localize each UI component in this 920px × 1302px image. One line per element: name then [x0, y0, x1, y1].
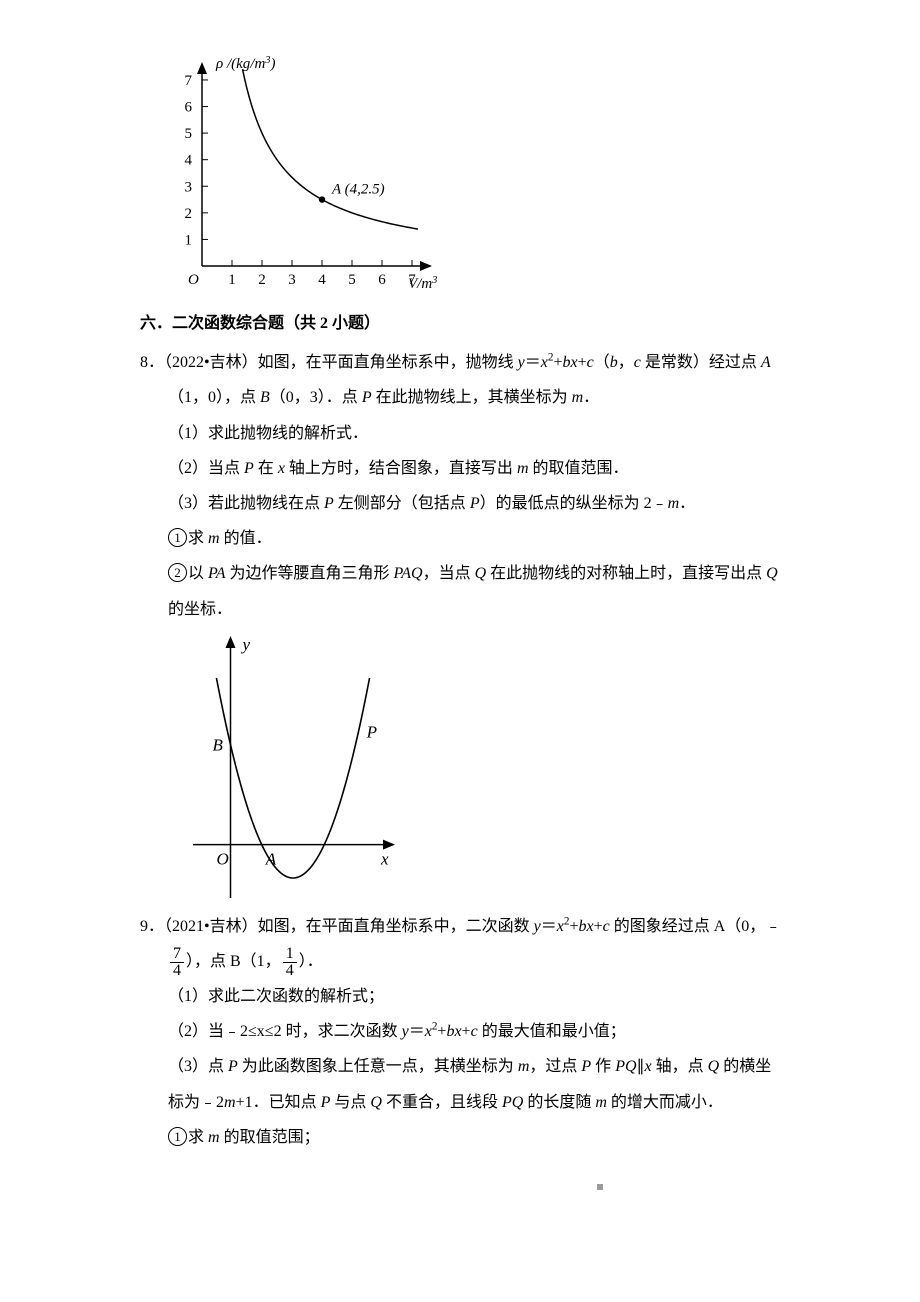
problem-9-c1: 1求 m 的取值范围； [168, 1120, 920, 1155]
svg-text:y: y [241, 635, 251, 654]
svg-text:7: 7 [185, 73, 193, 89]
problem-9-q3a: （3）点 P 为此函数图象上任意一点，其横坐标为 m，过点 P 作 PQ∥x 轴… [168, 1049, 920, 1084]
fraction-7-4: 74 [170, 946, 184, 979]
problem-8-c2a: 2以 PA 为边作等腰直角三角形 PAQ，当点 Q 在此抛物线的对称轴上时，直接… [168, 556, 920, 591]
svg-text:1: 1 [228, 272, 236, 288]
svg-text:4: 4 [185, 153, 193, 169]
svg-text:3: 3 [185, 179, 193, 195]
eq: y [518, 354, 525, 371]
problem-8-c2b: 的坐标． [168, 592, 920, 627]
svg-text:2: 2 [258, 272, 266, 288]
problem-9-line1: 9．（2021•吉林）如图，在平面直角坐标系中，二次函数 y＝x2+bx+c 的… [140, 909, 920, 944]
problem-9: 9．（2021•吉林）如图，在平面直角坐标系中，二次函数 y＝x2+bx+c 的… [140, 909, 920, 1155]
problem-8-number: 8． [140, 354, 164, 371]
circled-1-icon-b: 1 [168, 1127, 187, 1146]
problem-8-line1: 8．（2022•吉林）如图，在平面直角坐标系中，抛物线 y＝x2+bx+c（b，… [140, 345, 920, 380]
section-6-heading: 六．二次函数综合题（共 2 小题） [140, 306, 920, 341]
circled-1-icon: 1 [168, 528, 187, 547]
svg-text:P: P [366, 722, 377, 741]
problem-8-q2: （2）当点 P 在 x 轴上方时，结合图象，直接写出 m 的取值范围． [168, 451, 920, 486]
svg-text:A: A [265, 849, 277, 868]
chart2-svg: y x O A B P [188, 633, 398, 903]
circled-2-icon: 2 [168, 563, 187, 582]
svg-text:6: 6 [378, 272, 386, 288]
problem-9-source: （2021•吉林） [164, 918, 258, 935]
svg-text:V/m3: V/m3 [408, 275, 437, 293]
svg-text:1: 1 [185, 232, 193, 248]
svg-text:2: 2 [185, 206, 193, 222]
problem-9-line2: 74），点 B（1，14）． [168, 944, 920, 979]
problem-8-c1: 1求 m 的值． [168, 521, 920, 556]
svg-text:A (4,2.5): A (4,2.5) [331, 182, 385, 198]
svg-text:ρ /(kg/m3): ρ /(kg/m3) [215, 55, 276, 73]
problem-8-source: （2022•吉林） [164, 354, 258, 371]
problem-8: 8．（2022•吉林）如图，在平面直角坐标系中，抛物线 y＝x2+bx+c（b，… [140, 345, 920, 903]
svg-text:5: 5 [185, 126, 193, 142]
fraction-1-4: 14 [283, 946, 297, 979]
svg-text:O: O [188, 272, 199, 288]
parabola-chart: y x O A B P [188, 633, 920, 903]
svg-text:5: 5 [348, 272, 356, 288]
svg-text:B: B [213, 735, 224, 754]
problem-9-q3b: 标为﹣2m+1．已知点 P 与点 Q 不重合，且线段 PQ 的长度随 m 的增大… [168, 1085, 920, 1120]
problem-8-q3: （3）若此抛物线在点 P 左侧部分（包括点 P）的最低点的纵坐标为 2﹣m． [168, 486, 920, 521]
svg-text:x: x [380, 849, 389, 868]
chart1-svg: 12345671234567ρ /(kg/m3)V/m3OA (4,2.5) [160, 46, 450, 296]
marker-icon [597, 1184, 603, 1190]
density-volume-chart: 12345671234567ρ /(kg/m3)V/m3OA (4,2.5) [160, 46, 920, 296]
problem-8-q1: （1）求此抛物线的解析式． [168, 416, 920, 451]
svg-text:3: 3 [288, 272, 296, 288]
page-center-marker [140, 1169, 920, 1204]
problem-9-q2: （2）当﹣2≤x≤2 时，求二次函数 y＝x2+bx+c 的最大值和最小值； [168, 1014, 920, 1049]
svg-text:O: O [217, 849, 229, 868]
svg-text:6: 6 [185, 100, 193, 116]
problem-9-number: 9． [140, 918, 164, 935]
svg-text:4: 4 [318, 272, 326, 288]
problem-9-q1: （1）求此二次函数的解析式； [168, 979, 920, 1014]
problem-8-line2: （1，0），点 B（0，3）．点 P 在此抛物线上，其横坐标为 m． [168, 380, 920, 415]
